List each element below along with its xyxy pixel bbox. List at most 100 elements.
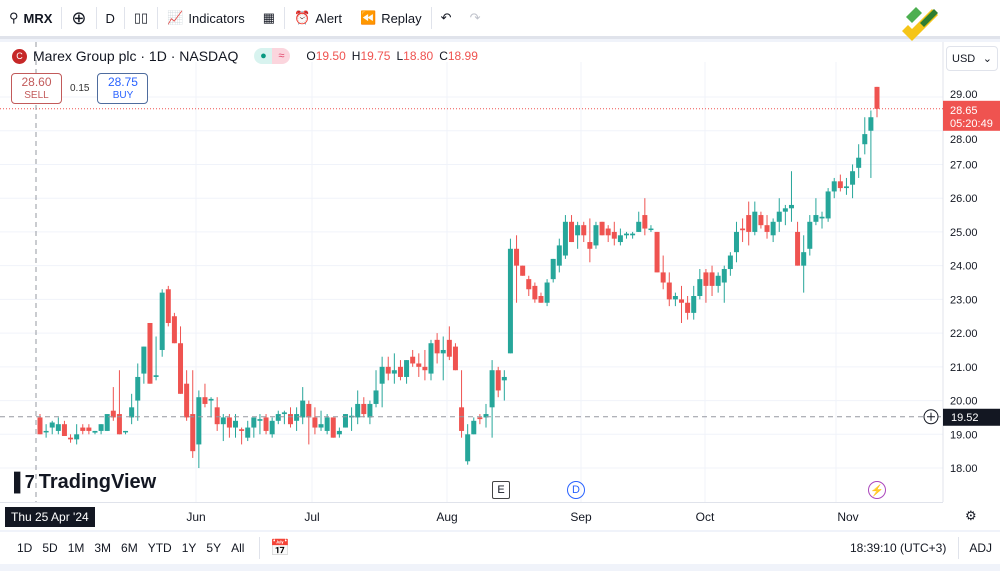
candle-body — [452, 346, 458, 371]
candle — [446, 326, 452, 361]
candle-body — [642, 215, 648, 229]
candle — [825, 188, 831, 222]
candle — [184, 370, 190, 421]
price-tick-label: 27.00 — [950, 159, 978, 171]
plus-icon — [927, 412, 935, 421]
status-pill[interactable]: ● ≈ — [254, 48, 291, 64]
candle — [324, 414, 330, 435]
symbol-title[interactable]: Marex Group plc · 1D · NASDAQ — [33, 48, 239, 64]
candle-body — [825, 191, 831, 219]
candle-body — [544, 282, 550, 303]
range-all[interactable]: All — [231, 541, 245, 555]
candle-body — [86, 427, 92, 431]
time-axis[interactable]: Jun Jul Aug Sep Oct Nov Thu 25 Apr '24 — [0, 502, 943, 530]
candle — [550, 258, 556, 283]
candle-body — [788, 204, 794, 209]
candle — [630, 231, 636, 239]
candle — [770, 218, 776, 243]
candle — [483, 403, 489, 428]
candle — [507, 238, 513, 354]
candle-body — [367, 403, 373, 418]
candle-body — [226, 417, 232, 428]
undo-button[interactable]: ↶ — [432, 0, 461, 36]
candle-body — [178, 343, 184, 394]
candlestick-chart[interactable]: 29.00 28.00 27.00 26.00 25.00 24.00 23.00 22.00… — [0, 42, 1000, 502]
range-1m[interactable]: 1M — [67, 541, 85, 555]
candle — [275, 410, 281, 425]
candle — [856, 144, 862, 178]
sell-button[interactable]: 28.60 SELL — [11, 73, 62, 104]
buy-button[interactable]: 28.75 BUY — [97, 73, 149, 104]
candle — [501, 370, 507, 401]
candle — [727, 252, 733, 276]
candle — [587, 218, 593, 263]
candle — [697, 269, 703, 300]
month-label: Sep — [570, 510, 592, 524]
replay-button[interactable]: ⏪ Replay — [360, 10, 422, 26]
candle — [617, 228, 623, 246]
range-ytd[interactable]: YTD — [147, 541, 172, 555]
alarm-icon: ⏰ — [294, 10, 311, 25]
layouts-button[interactable]: ▦ — [254, 0, 284, 36]
symbol-search-button[interactable]: ⚲ MRX — [9, 10, 53, 26]
rewind-icon: ⏪ — [360, 10, 377, 25]
candle — [147, 322, 153, 384]
candle — [110, 387, 116, 421]
range-5y[interactable]: 5Y — [206, 541, 222, 555]
candle-body — [312, 417, 318, 428]
alert-button[interactable]: ⏰ Alert — [294, 10, 342, 26]
clock[interactable]: 18:39:10 (UTC+3) — [849, 541, 947, 555]
candle — [807, 215, 813, 256]
candle-body — [813, 215, 819, 222]
chart-type-button[interactable]: ▯▯ — [125, 0, 157, 36]
indicators-button[interactable]: 📈 Indicators — [167, 10, 245, 26]
candle — [452, 343, 458, 371]
candle-body — [135, 376, 141, 401]
candle-body — [611, 231, 617, 239]
redo-button[interactable]: ↷ — [461, 0, 490, 36]
candle-body — [862, 134, 868, 145]
candle — [569, 215, 575, 243]
candle — [61, 420, 67, 436]
dividend-event-icon[interactable]: D — [567, 481, 585, 499]
currency-select[interactable]: USD ⌄ — [946, 46, 998, 71]
divider — [284, 7, 286, 29]
interval-button[interactable]: D — [105, 10, 115, 26]
settings-gear-icon[interactable]: ⚙ — [965, 508, 977, 523]
candle — [489, 360, 495, 438]
candle — [86, 424, 92, 435]
candle — [678, 285, 684, 323]
grid-icon: ▦ — [262, 10, 276, 25]
candle — [300, 387, 306, 425]
candle — [294, 407, 300, 431]
candle-body — [361, 403, 367, 415]
earnings-event-icon[interactable]: E — [492, 481, 510, 499]
candle — [746, 201, 752, 246]
tradingview-logo[interactable]: ▌7 TradingView — [14, 471, 157, 493]
range-1d[interactable]: 1D — [17, 541, 33, 555]
range-3m[interactable]: 3M — [94, 541, 112, 555]
candle-body — [733, 231, 739, 253]
goto-date-icon[interactable]: 📅 — [270, 540, 291, 557]
chart-pane[interactable]: 29.00 28.00 27.00 26.00 25.00 24.00 23.00 22.00… — [0, 42, 1000, 530]
candle — [721, 265, 727, 303]
candle — [648, 225, 654, 232]
crosshair-date-label: Thu 25 Apr '24 — [5, 507, 95, 527]
candle — [43, 424, 49, 438]
candle — [666, 272, 672, 307]
price-tick-label: 19.00 — [950, 429, 978, 441]
candle-body — [434, 339, 440, 354]
candle — [740, 218, 746, 243]
candle-body — [868, 117, 874, 131]
candle — [672, 292, 678, 307]
candle — [190, 370, 196, 458]
range-6m[interactable]: 6M — [121, 541, 138, 555]
candle-body — [269, 420, 275, 435]
candle — [287, 407, 293, 428]
candle — [367, 400, 373, 425]
range-1y[interactable]: 1Y — [181, 541, 197, 555]
news-flash-icon[interactable]: ⚡ — [868, 481, 886, 499]
range-5d[interactable]: 5D — [42, 541, 58, 555]
compare-button[interactable]: ⊕ — [62, 0, 95, 36]
adj-toggle[interactable]: ADJ — [969, 541, 992, 555]
